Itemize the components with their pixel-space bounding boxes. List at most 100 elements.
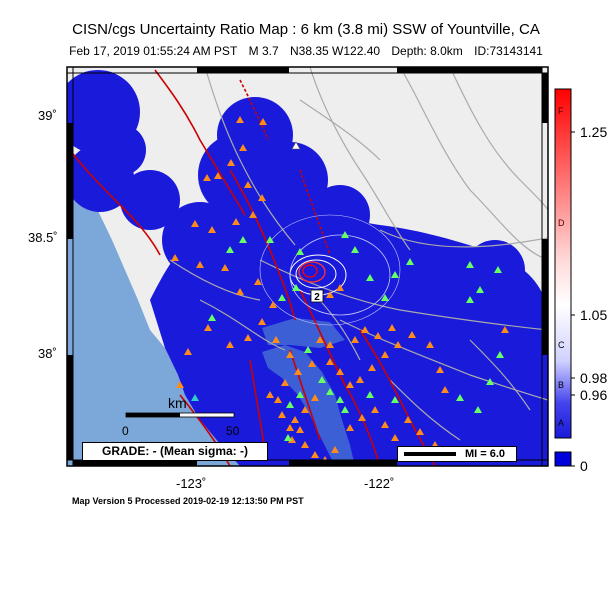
- station-marker: [371, 406, 379, 413]
- station-marker: [244, 334, 252, 341]
- scalebar: [125, 412, 235, 418]
- station-marker: [331, 446, 339, 453]
- mi-legend: MI = 6.0: [397, 446, 517, 462]
- station-marker: [286, 424, 294, 431]
- station-marker: [496, 351, 504, 358]
- station-marker: [408, 331, 416, 338]
- station-marker: [239, 144, 247, 151]
- station-marker: [294, 368, 302, 375]
- station-marker: [208, 226, 216, 233]
- station-marker: [441, 386, 449, 393]
- mi-legend-label: MI = 6.0: [464, 448, 506, 460]
- station-marker: [326, 358, 334, 365]
- event-coords: N38.35 W122.40: [289, 44, 381, 58]
- mi-legend-bar: [404, 452, 456, 456]
- station-marker: [291, 416, 299, 423]
- station-marker: [326, 291, 334, 298]
- station-marker: [258, 194, 266, 201]
- station-marker: [391, 271, 399, 278]
- lon-tick-123: -123˚: [176, 476, 207, 491]
- station-marker: [272, 336, 280, 343]
- station-marker: [416, 428, 424, 435]
- station-marker: [266, 236, 274, 243]
- station-marker: [221, 264, 229, 271]
- station-marker: [494, 266, 502, 273]
- station-marker: [286, 351, 294, 358]
- scalebar-unit: km: [168, 395, 187, 411]
- station-marker: [341, 406, 349, 413]
- station-marker: [239, 236, 247, 243]
- scalebar-min: 0: [122, 424, 129, 438]
- station-marker: [351, 246, 359, 253]
- station-marker: [258, 318, 266, 325]
- station-marker: [346, 424, 354, 431]
- event-magnitude: M 3.7: [248, 44, 279, 58]
- station-marker: [501, 326, 509, 333]
- station-marker: [466, 296, 474, 303]
- station-marker: [236, 116, 244, 123]
- station-marker: [358, 414, 366, 421]
- station-marker: [476, 286, 484, 293]
- station-marker: [346, 381, 354, 388]
- station-marker: [368, 364, 376, 371]
- station-marker: [336, 396, 344, 403]
- station-marker: [204, 324, 212, 331]
- colorbar-value-0.98: 0.98: [580, 370, 608, 386]
- station-marker: [296, 391, 304, 398]
- station-marker: [366, 391, 374, 398]
- station-marker: [326, 341, 334, 348]
- station-marker: [288, 436, 296, 443]
- station-marker: [296, 248, 304, 255]
- station-marker: [184, 348, 192, 355]
- station-marker: [191, 394, 199, 401]
- station-marker: [404, 416, 412, 423]
- station-marker: [191, 220, 199, 227]
- station-marker: [171, 254, 179, 261]
- station-marker: [474, 406, 482, 413]
- station-marker: [284, 434, 292, 441]
- colorbar-value-1.05: 1.05: [580, 307, 608, 323]
- station-marker: [274, 396, 282, 403]
- station-marker: [236, 288, 244, 295]
- stations: [171, 116, 509, 463]
- station-marker: [311, 394, 319, 401]
- station-marker: [291, 141, 301, 150]
- station-marker: [394, 341, 402, 348]
- station-marker: [336, 284, 344, 291]
- station-marker: [406, 258, 414, 265]
- lon-tick-122: -122˚: [364, 476, 395, 491]
- station-marker: [259, 118, 267, 125]
- event-id: ID:73143141: [474, 44, 543, 58]
- colorbar-letter-b: B: [558, 380, 565, 390]
- station-marker: [266, 391, 274, 398]
- lat-tick-38: 38˚: [38, 346, 57, 361]
- station-marker: [356, 376, 364, 383]
- colorbar-value-0.96: 0.96: [580, 387, 608, 403]
- colorbar-value-1.25: 1.25: [580, 124, 608, 140]
- station-marker: [436, 366, 444, 373]
- station-marker: [374, 332, 382, 339]
- station-marker: [316, 336, 324, 343]
- station-marker: [391, 396, 399, 403]
- station-marker: [388, 324, 396, 331]
- station-marker: [196, 261, 204, 268]
- station-marker: [366, 274, 374, 281]
- station-marker: [301, 406, 309, 413]
- station-marker: [281, 379, 289, 386]
- station-marker: [341, 231, 349, 238]
- station-marker: [391, 434, 399, 441]
- station-marker: [486, 378, 494, 385]
- station-marker: [304, 346, 312, 353]
- station-marker: [203, 174, 211, 181]
- station-marker: [456, 394, 464, 401]
- station-marker: [292, 284, 300, 291]
- event-date: Feb 17, 2019 01:55:24 AM PST: [69, 44, 238, 58]
- station-marker: [426, 341, 434, 348]
- footer-processed: Map Version 5 Processed 2019-02-19 12:13…: [72, 496, 304, 506]
- station-marker: [351, 336, 359, 343]
- station-marker: [249, 211, 257, 218]
- station-marker: [254, 278, 262, 285]
- station-marker: [311, 451, 319, 458]
- scalebar-max: 50: [226, 424, 240, 438]
